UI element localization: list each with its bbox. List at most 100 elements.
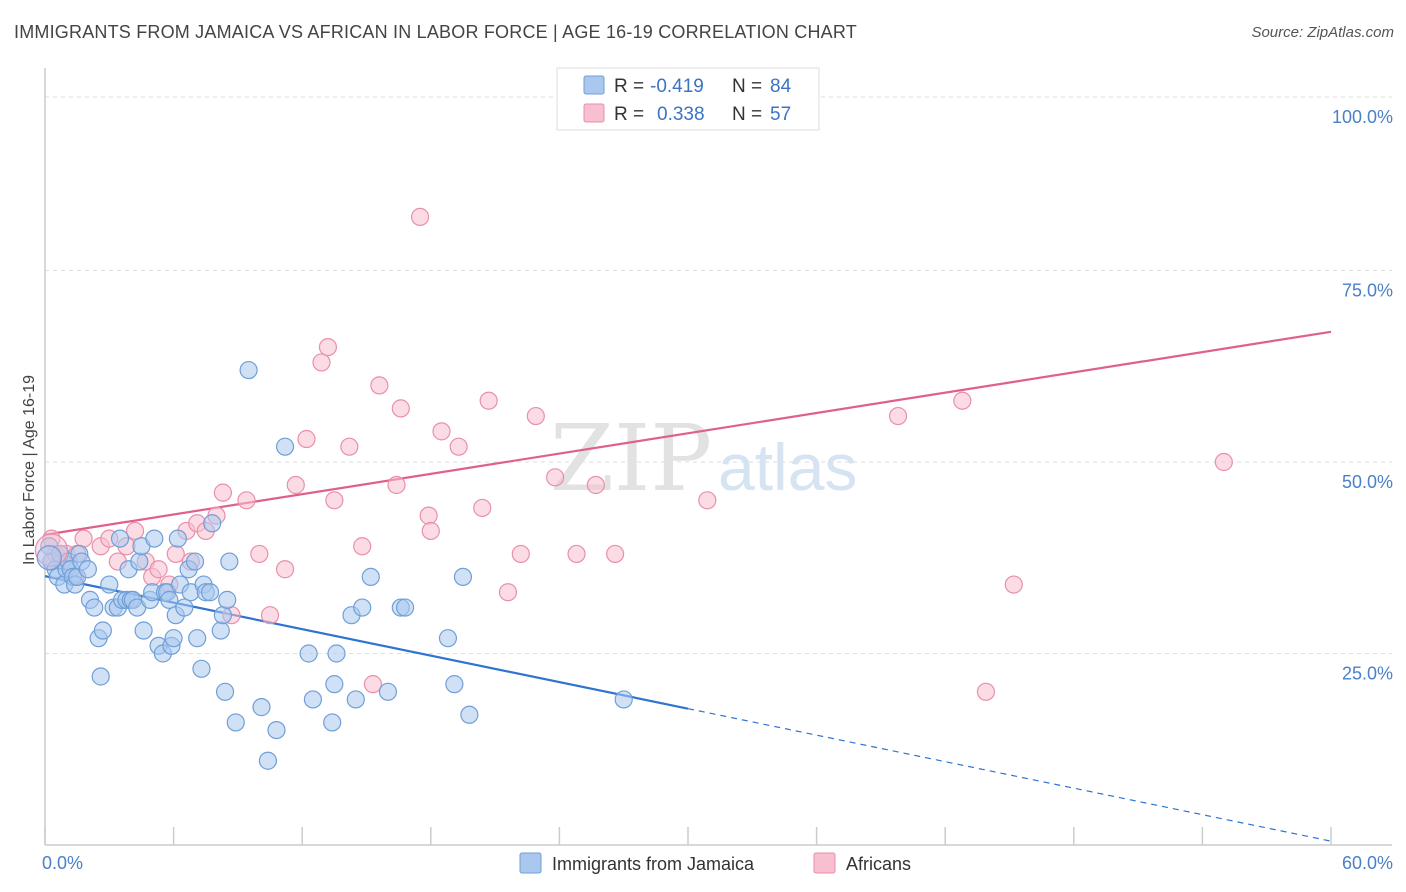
point-africans xyxy=(340,437,359,456)
y-tick-labels: 25.0% 50.0% 75.0% 100.0% xyxy=(1332,107,1393,684)
point-jamaica xyxy=(130,552,149,571)
point-jamaica xyxy=(258,751,278,770)
point-jamaica xyxy=(395,598,415,617)
point-africans xyxy=(297,429,316,449)
point-africans xyxy=(567,544,586,564)
legend-n-value-africans: 57 xyxy=(770,104,791,125)
x-tick-labels: 0.0% 60.0% xyxy=(42,853,1393,873)
point-africans xyxy=(606,544,625,564)
point-jamaica xyxy=(175,598,194,617)
point-jamaica xyxy=(100,575,119,594)
bottom-legend-label-jamaica: Immigrants from Jamaica xyxy=(552,854,755,874)
legend-r-label-jamaica: R = xyxy=(614,76,644,97)
point-africans xyxy=(432,422,451,441)
point-jamaica xyxy=(353,598,372,617)
point-jamaica xyxy=(445,675,464,694)
point-africans xyxy=(318,338,338,357)
point-jamaica xyxy=(327,644,346,663)
point-jamaica xyxy=(93,621,112,640)
point-africans xyxy=(546,468,565,487)
point-jamaica xyxy=(145,529,164,548)
point-jamaica xyxy=(378,682,398,701)
point-africans xyxy=(166,544,185,564)
point-africans xyxy=(325,491,344,510)
point-jamaica xyxy=(91,667,110,686)
point-africans xyxy=(370,376,389,395)
point-jamaica xyxy=(239,360,258,380)
x-tick-label: 0.0% xyxy=(42,853,83,873)
point-africans xyxy=(250,544,269,564)
legend-n-label-africans: N = xyxy=(732,104,762,125)
point-jamaica xyxy=(213,606,232,625)
point-jamaica xyxy=(325,675,344,694)
point-jamaica xyxy=(78,560,97,579)
legend-swatch-jamaica xyxy=(583,75,605,95)
point-jamaica xyxy=(164,629,183,648)
point-jamaica xyxy=(252,698,271,717)
point-africans xyxy=(473,498,492,518)
point-jamaica xyxy=(188,629,207,648)
legend-n-value-jamaica: 84 xyxy=(770,76,792,97)
point-africans xyxy=(1214,452,1233,472)
point-africans xyxy=(149,560,168,579)
point-africans xyxy=(421,521,440,541)
point-africans xyxy=(449,437,468,456)
point-jamaica xyxy=(299,644,318,663)
trend-line-africans xyxy=(44,330,1332,536)
point-africans xyxy=(479,391,498,410)
point-africans xyxy=(74,529,93,548)
point-jamaica xyxy=(185,552,205,571)
point-africans xyxy=(275,560,295,579)
point-africans xyxy=(237,491,256,510)
point-jamaica xyxy=(438,629,458,648)
legend-n-label-jamaica: N = xyxy=(732,76,762,97)
point-jamaica xyxy=(275,437,295,456)
point-africans xyxy=(511,544,530,564)
point-jamaica xyxy=(460,705,479,724)
point-africans xyxy=(976,682,996,701)
point-jamaica xyxy=(303,690,323,709)
point-jamaica xyxy=(192,659,211,678)
point-africans xyxy=(353,537,372,556)
point-jamaica xyxy=(323,713,342,732)
y-tick-label: 25.0% xyxy=(1342,664,1393,684)
point-jamaica xyxy=(134,621,153,640)
point-jamaica xyxy=(211,621,230,640)
point-jamaica xyxy=(453,567,473,587)
source-label: Source: ZipAtlas.com xyxy=(1251,24,1394,41)
data-points xyxy=(34,69,1233,770)
point-africans xyxy=(363,675,383,694)
point-africans xyxy=(1004,575,1023,594)
point-jamaica xyxy=(267,720,286,740)
point-jamaica xyxy=(226,713,245,732)
point-africans xyxy=(410,207,430,226)
point-africans xyxy=(498,583,518,602)
point-jamaica xyxy=(218,590,237,609)
point-africans xyxy=(526,406,545,426)
point-jamaica xyxy=(200,583,220,602)
y-axis-label: In Labor Force | Age 16-19 xyxy=(21,375,38,565)
y-tick-label: 100.0% xyxy=(1332,107,1393,127)
point-africans xyxy=(419,506,438,525)
point-jamaica xyxy=(110,529,130,548)
point-jamaica xyxy=(168,529,187,548)
point-africans xyxy=(953,391,972,410)
point-jamaica xyxy=(220,552,239,571)
chart-title: IMMIGRANTS FROM JAMAICA VS AFRICAN IN LA… xyxy=(14,22,857,42)
point-jamaica xyxy=(203,514,222,533)
point-africans xyxy=(286,475,305,495)
bottom-legend-swatch-jamaica xyxy=(519,852,542,874)
x-tick-label: 60.0% xyxy=(1342,853,1393,873)
point-africans xyxy=(387,475,406,495)
bottom-legend-swatch-africans xyxy=(813,852,836,874)
y-tick-label: 50.0% xyxy=(1342,472,1393,492)
point-jamaica xyxy=(160,590,179,609)
legend-swatch-africans xyxy=(583,103,605,123)
axes xyxy=(44,68,1392,846)
point-jamaica xyxy=(614,690,633,709)
point-jamaica xyxy=(346,690,365,709)
point-africans xyxy=(698,491,717,510)
trend-line-extension-jamaica xyxy=(687,708,1332,842)
grid-lines xyxy=(45,96,1392,654)
